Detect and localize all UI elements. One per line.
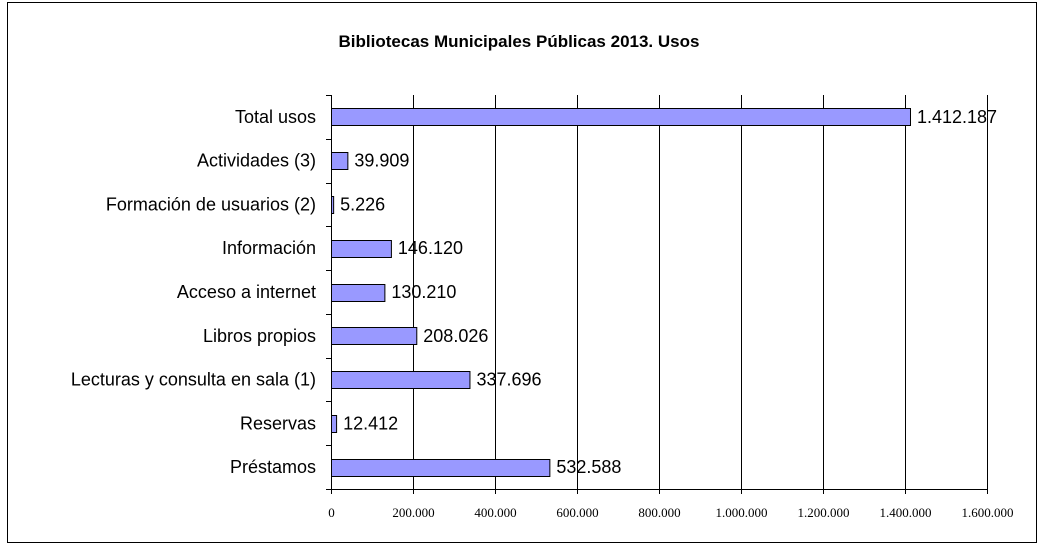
bar [331,152,349,170]
data-label: 130.210 [391,282,456,302]
chart-frame [7,2,1037,543]
chart-title: Bibliotecas Municipales Públicas 2013. U… [338,32,700,51]
data-label: 208.026 [423,326,488,346]
x-tick-label: 800.000 [638,505,680,520]
category-label: Formación de usuarios (2) [106,194,316,214]
x-tick-label: 400.000 [474,505,516,520]
category-label: Reservas [240,413,316,433]
bar [331,415,338,433]
bar [331,108,911,126]
bar [331,196,335,214]
category-label: Lecturas y consulta en sala (1) [71,370,316,390]
category-label: Actividades (3) [197,151,316,171]
x-tick-label: 1.600.000 [962,505,1014,520]
x-tick-label: 1.000.000 [716,505,768,520]
bar [331,371,471,389]
bar [331,459,551,477]
category-label: Libros propios [203,326,316,346]
category-label: Información [222,238,316,258]
x-tick-label: 200.000 [392,505,434,520]
category-label: Total usos [235,107,316,127]
bar [331,327,418,345]
bar [331,284,386,302]
category-label: Préstamos [230,457,316,477]
data-label: 5.226 [340,194,385,214]
x-tick-label: 600.000 [556,505,598,520]
data-label: 12.412 [343,413,398,433]
x-tick-label: 1.400.000 [880,505,932,520]
data-label: 1.412.187 [917,107,997,127]
data-label: 337.696 [476,370,541,390]
category-label: Acceso a internet [177,282,316,302]
data-label: 146.120 [398,238,463,258]
bar [331,240,392,258]
data-label: 532.588 [556,457,621,477]
data-label: 39.909 [354,151,409,171]
x-tick-label: 1.200.000 [798,505,850,520]
x-tick-label: 0 [328,505,335,520]
